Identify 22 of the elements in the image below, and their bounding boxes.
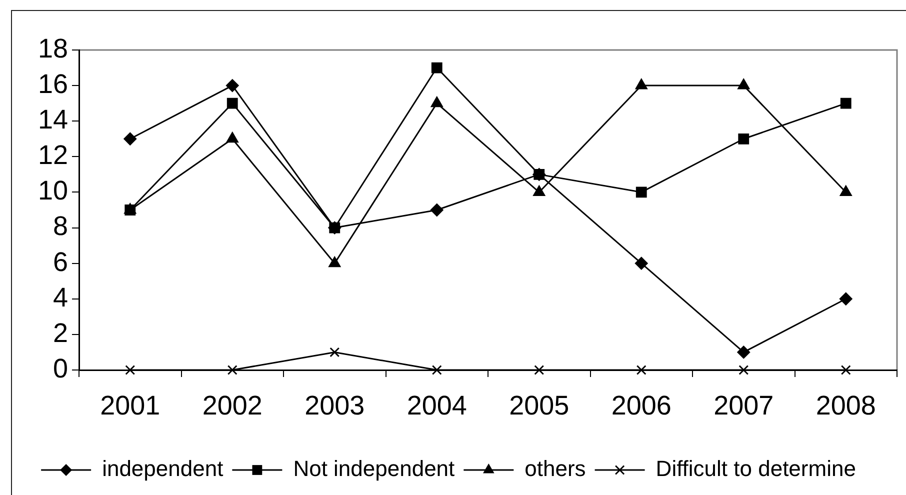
y-tick-label: 16 bbox=[38, 69, 68, 100]
x-tick-label: 2003 bbox=[304, 390, 365, 421]
y-tick-label: 12 bbox=[38, 140, 68, 170]
y-tick-label: 0 bbox=[52, 353, 68, 384]
y-tick-label: 2 bbox=[52, 318, 68, 348]
x-tick-label: 2002 bbox=[202, 390, 262, 421]
y-tick-label: 8 bbox=[52, 211, 68, 242]
x-tick-label: 2004 bbox=[406, 390, 467, 421]
y-tick-label: 18 bbox=[38, 33, 68, 64]
y-tick-label: 10 bbox=[38, 176, 68, 206]
legend-label: Not independent bbox=[293, 456, 455, 482]
y-tick-label: 6 bbox=[52, 246, 68, 277]
legend-label: independent bbox=[102, 456, 224, 482]
y-tick-label: 14 bbox=[38, 104, 68, 135]
x-tick-label: 2006 bbox=[611, 390, 672, 421]
x-tick-label: 2007 bbox=[714, 390, 774, 421]
y-tick-label: 4 bbox=[52, 282, 68, 312]
legend-label: Difficult to determine bbox=[656, 456, 856, 482]
legend-label: others bbox=[524, 456, 586, 482]
x-tick-label: 2008 bbox=[816, 390, 876, 421]
x-tick-label: 2001 bbox=[100, 390, 160, 421]
x-tick-label: 2005 bbox=[509, 390, 570, 421]
